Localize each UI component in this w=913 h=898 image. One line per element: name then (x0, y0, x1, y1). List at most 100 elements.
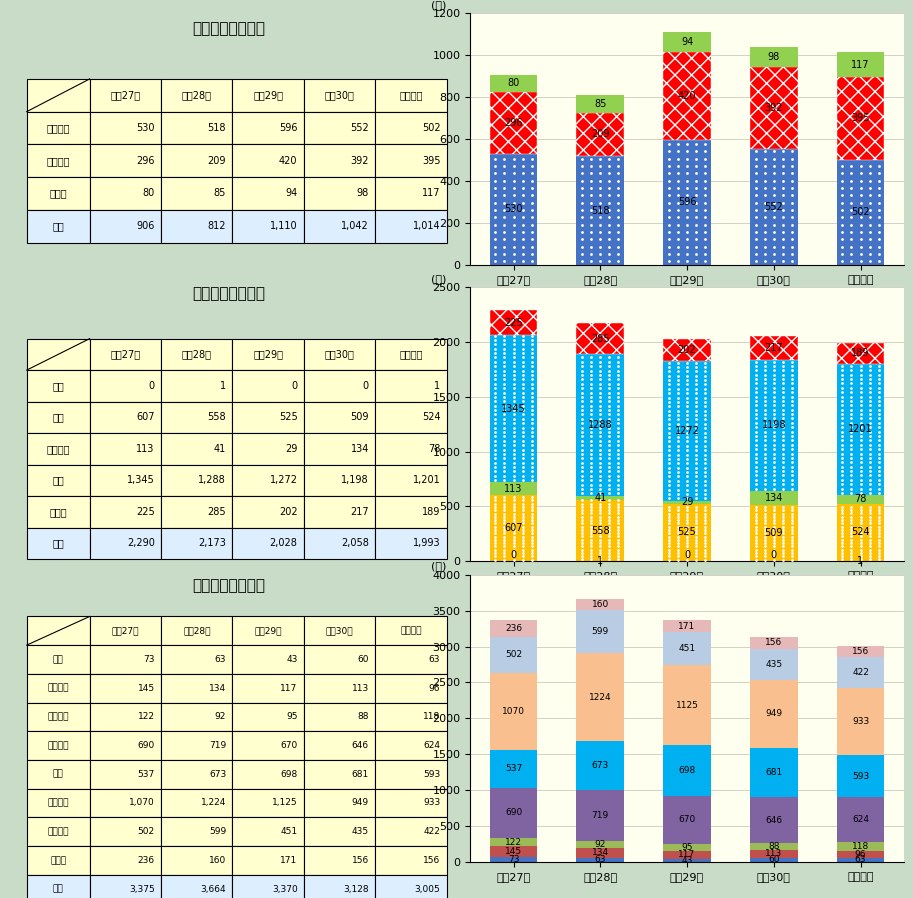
Bar (233, 817, 304, 846)
Bar (89, 645, 161, 674)
Text: 60: 60 (358, 655, 369, 664)
Bar (233, 760, 304, 788)
Text: 392: 392 (351, 155, 369, 166)
Text: 156: 156 (852, 647, 869, 656)
Text: 518: 518 (207, 123, 226, 133)
Text: 225: 225 (136, 506, 154, 517)
Text: 236: 236 (138, 856, 154, 865)
Bar (233, 401, 304, 433)
Bar (489, 857, 538, 862)
Bar (89, 760, 161, 788)
Bar (375, 79, 446, 111)
Bar (663, 504, 711, 561)
Bar (161, 111, 233, 145)
Bar (836, 797, 885, 842)
Bar (233, 177, 304, 210)
Text: 63: 63 (855, 855, 866, 864)
Bar (836, 657, 885, 688)
Text: 1: 1 (597, 556, 603, 567)
Bar (375, 464, 446, 496)
Text: 3,128: 3,128 (343, 885, 369, 894)
Bar (304, 875, 375, 898)
Text: 2,058: 2,058 (341, 539, 369, 549)
Bar (161, 496, 233, 528)
Text: 合計: 合計 (52, 221, 64, 231)
Bar (233, 731, 304, 760)
Text: 145: 145 (138, 683, 154, 692)
Text: 平成28年: 平成28年 (182, 349, 212, 359)
Bar (750, 680, 798, 748)
Text: 3,370: 3,370 (272, 885, 298, 894)
Text: 524: 524 (422, 412, 440, 422)
Bar (304, 339, 375, 370)
Bar (89, 616, 161, 645)
Bar (26, 496, 89, 528)
Text: 698: 698 (280, 770, 298, 779)
Text: 593: 593 (423, 770, 440, 779)
Text: 1345: 1345 (501, 404, 526, 414)
Bar (89, 846, 161, 875)
Text: 急病: 急病 (53, 770, 64, 779)
Text: 420: 420 (279, 155, 298, 166)
Text: その他: その他 (49, 189, 67, 198)
Text: 217: 217 (351, 506, 369, 517)
Text: 624: 624 (424, 741, 440, 750)
Bar (576, 496, 624, 500)
Bar (663, 850, 711, 859)
Text: 599: 599 (592, 628, 609, 637)
Text: 451: 451 (280, 827, 298, 836)
Text: 94: 94 (681, 37, 693, 48)
Bar (26, 210, 89, 242)
Text: 596: 596 (279, 123, 298, 133)
Text: 134: 134 (592, 849, 609, 858)
Text: 80: 80 (508, 78, 519, 89)
Text: 552: 552 (351, 123, 369, 133)
Bar (663, 52, 711, 140)
Bar (375, 433, 446, 464)
Bar (233, 674, 304, 702)
Text: 96: 96 (855, 850, 866, 858)
Text: 合計: 合計 (53, 885, 64, 894)
Bar (750, 336, 798, 359)
Bar (233, 111, 304, 145)
Text: 117: 117 (851, 59, 870, 70)
Text: 医師搬送: 医師搬送 (47, 827, 68, 836)
Text: 558: 558 (591, 525, 610, 535)
Bar (576, 355, 624, 496)
Bar (26, 79, 89, 111)
Legend: 建物火災, 林野火災, その他: 建物火災, 林野火災, その他 (585, 290, 789, 310)
Text: 平成27年: 平成27年 (110, 91, 141, 101)
Text: 422: 422 (852, 668, 869, 677)
Bar (26, 645, 89, 674)
Bar (576, 848, 624, 858)
Text: 令和元年: 令和元年 (399, 91, 423, 101)
Bar (304, 788, 375, 817)
Text: 118: 118 (852, 842, 869, 851)
Text: 1,070: 1,070 (129, 798, 154, 807)
Text: 0: 0 (510, 550, 517, 560)
Bar (576, 841, 624, 848)
Bar (233, 788, 304, 817)
Bar (161, 760, 233, 788)
Text: 524: 524 (851, 527, 870, 537)
Bar (89, 370, 161, 401)
Text: 812: 812 (207, 221, 226, 231)
Bar (375, 145, 446, 177)
Text: 林野火災: 林野火災 (47, 155, 70, 166)
Text: 救急出動件数内訳: 救急出動件数内訳 (192, 578, 265, 594)
Bar (304, 674, 375, 702)
Text: 2,290: 2,290 (127, 539, 154, 549)
Text: (件): (件) (431, 561, 446, 571)
Bar (663, 665, 711, 745)
Text: 92: 92 (594, 841, 606, 850)
Bar (663, 361, 711, 500)
Text: 509: 509 (351, 412, 369, 422)
Text: 690: 690 (138, 741, 154, 750)
Bar (750, 858, 798, 862)
Text: 156: 156 (765, 638, 782, 647)
Bar (836, 364, 885, 495)
Bar (161, 788, 233, 817)
Text: 171: 171 (280, 856, 298, 865)
Text: 1,345: 1,345 (127, 475, 154, 486)
Bar (161, 645, 233, 674)
